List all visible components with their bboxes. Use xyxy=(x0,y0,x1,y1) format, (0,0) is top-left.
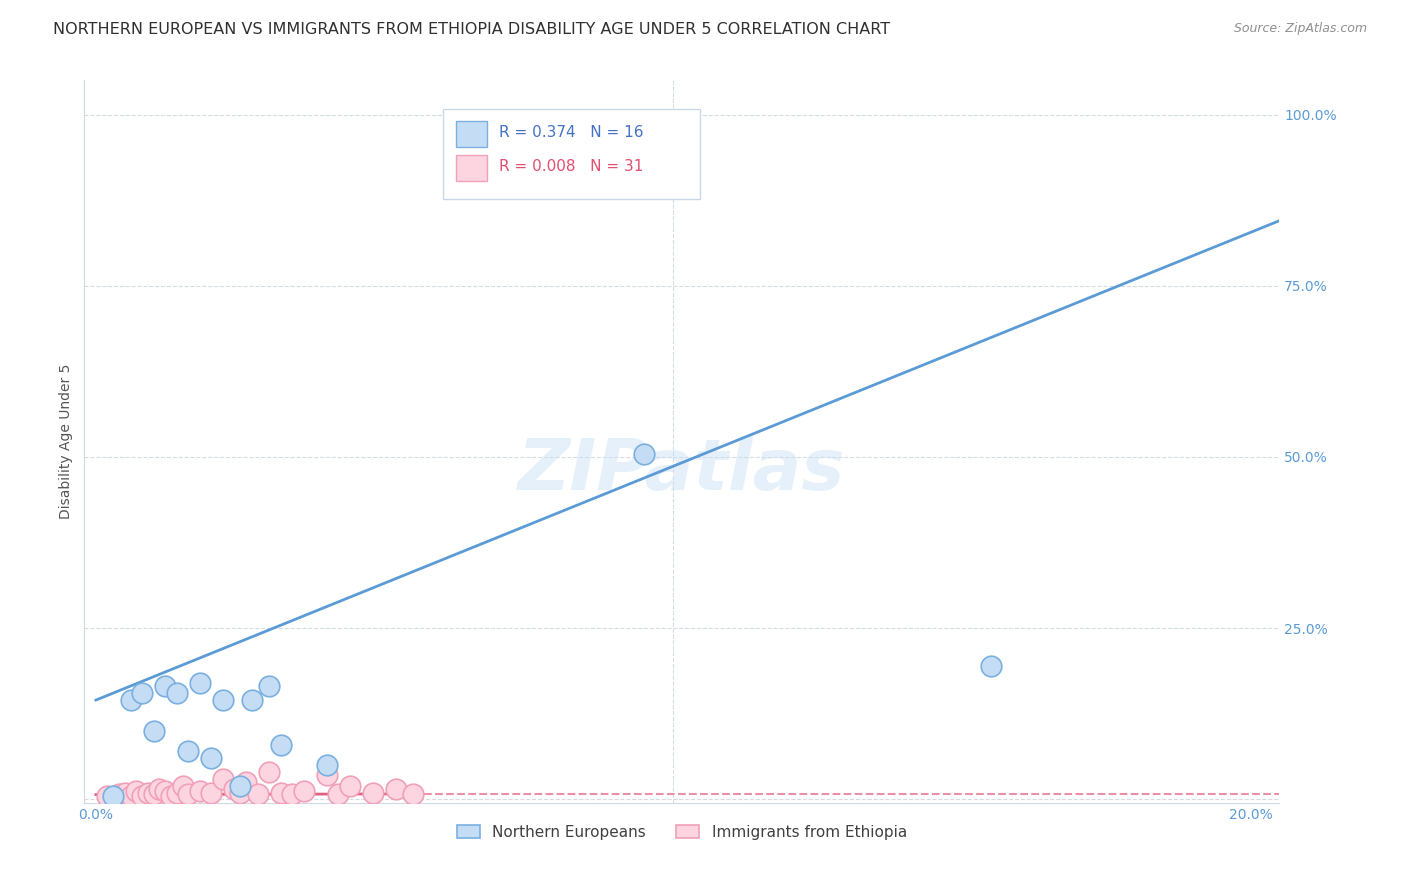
Point xyxy=(177,744,200,758)
Point xyxy=(96,789,118,803)
FancyBboxPatch shape xyxy=(456,120,486,147)
Point xyxy=(212,772,235,786)
Point xyxy=(328,787,350,801)
Legend: Northern Europeans, Immigrants from Ethiopia: Northern Europeans, Immigrants from Ethi… xyxy=(451,819,912,846)
Text: R = 0.374   N = 16: R = 0.374 N = 16 xyxy=(499,125,644,140)
Point xyxy=(402,787,425,801)
Point xyxy=(270,738,292,752)
Point xyxy=(200,751,222,765)
Point xyxy=(188,676,211,690)
Point xyxy=(172,779,194,793)
Point xyxy=(633,446,655,460)
Point xyxy=(235,775,257,789)
Point xyxy=(131,686,153,700)
Point xyxy=(153,679,176,693)
Point xyxy=(246,787,269,801)
Point xyxy=(224,782,246,797)
FancyBboxPatch shape xyxy=(456,154,486,181)
Point xyxy=(166,785,188,799)
Text: NORTHERN EUROPEAN VS IMMIGRANTS FROM ETHIOPIA DISABILITY AGE UNDER 5 CORRELATION: NORTHERN EUROPEAN VS IMMIGRANTS FROM ETH… xyxy=(53,22,890,37)
Point xyxy=(339,779,361,793)
Point xyxy=(361,785,384,799)
Point xyxy=(125,784,148,798)
Point xyxy=(270,785,292,799)
Point xyxy=(292,784,315,798)
Point xyxy=(148,782,170,797)
Point xyxy=(980,658,1002,673)
FancyBboxPatch shape xyxy=(443,109,700,200)
Point xyxy=(212,693,235,707)
Point xyxy=(188,784,211,798)
Text: R = 0.008   N = 31: R = 0.008 N = 31 xyxy=(499,159,644,174)
Point xyxy=(385,782,408,797)
Point xyxy=(166,686,188,700)
Point xyxy=(153,784,176,798)
Point xyxy=(281,787,304,801)
Point xyxy=(120,789,142,803)
Point xyxy=(136,785,159,799)
Text: Source: ZipAtlas.com: Source: ZipAtlas.com xyxy=(1233,22,1367,36)
Y-axis label: Disability Age Under 5: Disability Age Under 5 xyxy=(59,364,73,519)
Point xyxy=(103,789,125,803)
Point xyxy=(257,679,280,693)
Point xyxy=(131,789,153,803)
Text: ZIPatlas: ZIPatlas xyxy=(519,436,845,505)
Point xyxy=(114,785,136,799)
Point xyxy=(120,693,142,707)
Point xyxy=(200,785,222,799)
Point xyxy=(142,787,165,801)
Point xyxy=(160,789,183,803)
Point xyxy=(229,779,252,793)
Point xyxy=(257,764,280,779)
Point xyxy=(108,787,131,801)
Point xyxy=(240,693,263,707)
Point xyxy=(177,787,200,801)
Point xyxy=(142,723,165,738)
Point xyxy=(315,758,337,772)
Point xyxy=(229,785,252,799)
Point xyxy=(315,768,337,782)
